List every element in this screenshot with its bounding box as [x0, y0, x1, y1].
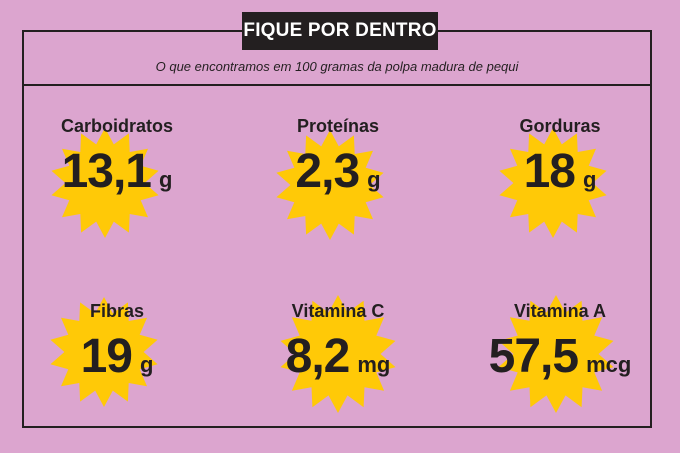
nutrient-amount: 19: [80, 330, 133, 383]
nutrient-vitamina-c: Vitamina C 8,2 mg: [233, 295, 443, 445]
section-title-text: FIQUE POR DENTRO: [243, 20, 437, 41]
nutrient-value: 19 g: [12, 329, 222, 384]
nutrient-value: 57,5 mcg: [455, 329, 665, 384]
nutrient-unit: g: [158, 167, 173, 192]
nutrient-amount: 13,1: [61, 145, 152, 198]
nutrient-label: Vitamina A: [513, 301, 607, 321]
nutrient-label: Proteínas: [296, 116, 380, 136]
header-divider: [22, 84, 652, 86]
nutrient-fibras: Fibras 19 g: [12, 295, 222, 445]
nutrient-label: Fibras: [89, 301, 145, 321]
nutrient-unit: mg: [357, 352, 391, 377]
nutrient-amount: 2,3: [295, 145, 360, 198]
starburst-icon: [50, 297, 158, 407]
nutrient-vitamina-a: Vitamina A 57,5 mcg: [455, 295, 665, 445]
nutrient-unit: g: [582, 167, 597, 192]
nutrient-label: Vitamina C: [291, 301, 385, 321]
starburst-icon: [499, 128, 607, 238]
nutrient-value: 8,2 mg: [233, 329, 443, 384]
starburst-icon: [51, 128, 159, 238]
nutrient-label: Carboidratos: [60, 116, 174, 136]
nutrient-gorduras: Gorduras 18 g: [455, 108, 665, 258]
nutrient-unit: g: [367, 167, 381, 192]
nutrient-unit: g: [139, 352, 154, 377]
nutrient-carboidratos: Carboidratos 13,1 g: [12, 108, 222, 258]
nutrient-amount: 57,5: [488, 330, 579, 383]
starburst-icon: [280, 295, 396, 413]
nutrient-amount: 18: [523, 145, 576, 198]
nutrient-value: 13,1 g: [12, 144, 222, 199]
subtitle: O que encontramos em 100 gramas da polpa…: [155, 59, 519, 74]
starburst-icon: [276, 130, 384, 240]
nutrient-amount: 8,2: [285, 330, 351, 383]
nutrient-value: 2,3 g: [233, 144, 443, 199]
starburst-icon: [498, 295, 614, 413]
nutrient-value: 18 g: [455, 144, 665, 199]
section-title: FIQUE POR DENTRO: [242, 12, 438, 50]
nutrient-proteinas: Proteínas 2,3 g: [233, 108, 443, 258]
nutrient-label: Gorduras: [519, 116, 601, 136]
nutrient-unit: mcg: [586, 352, 632, 377]
